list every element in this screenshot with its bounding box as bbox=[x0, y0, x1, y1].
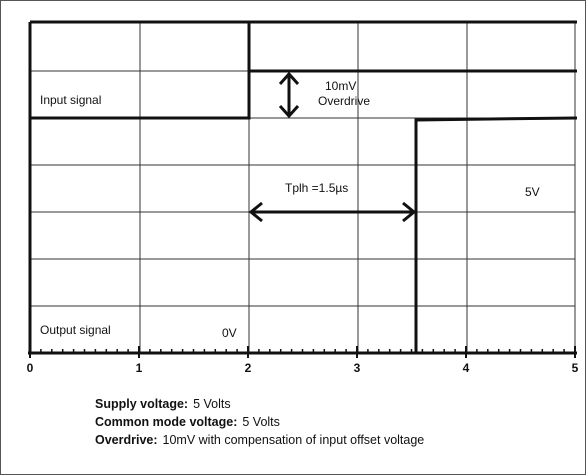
output-signal bbox=[414, 116, 578, 353]
input-signal bbox=[30, 69, 577, 120]
note-term: Common mode voltage: bbox=[95, 415, 237, 429]
note-term: Overdrive: bbox=[95, 433, 158, 447]
tick-label: 4 bbox=[463, 361, 470, 375]
note: Overdrive: 10mV with compensation of inpu… bbox=[95, 433, 424, 447]
input-label: Input signal bbox=[40, 93, 101, 107]
high-level-label: 5V bbox=[525, 185, 540, 199]
note-text: 10mV with compensation of input offset v… bbox=[163, 433, 425, 447]
note: Supply voltage: 5 Volts bbox=[95, 397, 231, 411]
tick-label: 3 bbox=[354, 361, 361, 375]
tick-label: 5 bbox=[572, 361, 579, 375]
overdrive-arrow bbox=[278, 71, 300, 119]
note: Common mode voltage: 5 Volts bbox=[95, 415, 280, 429]
tick-labels: 0 1 2 3 4 5 bbox=[27, 361, 579, 375]
note-term: Supply voltage: bbox=[95, 397, 188, 411]
overdrive-value: 10mV bbox=[325, 79, 356, 93]
tick-label: 1 bbox=[136, 361, 143, 375]
note-text: 5 Volts bbox=[193, 397, 231, 411]
overdrive-label: Overdrive bbox=[318, 94, 370, 108]
note-text: 5 Volts bbox=[242, 415, 280, 429]
axis-ticks bbox=[29, 346, 576, 358]
output-label: Output signal bbox=[40, 323, 111, 337]
tick-label: 0 bbox=[27, 361, 34, 375]
tplh-label: Tplh =1.5µs bbox=[285, 181, 348, 195]
tick-label: 2 bbox=[245, 361, 252, 375]
low-level-label: 0V bbox=[222, 326, 237, 340]
tplh-arrow bbox=[248, 201, 417, 223]
